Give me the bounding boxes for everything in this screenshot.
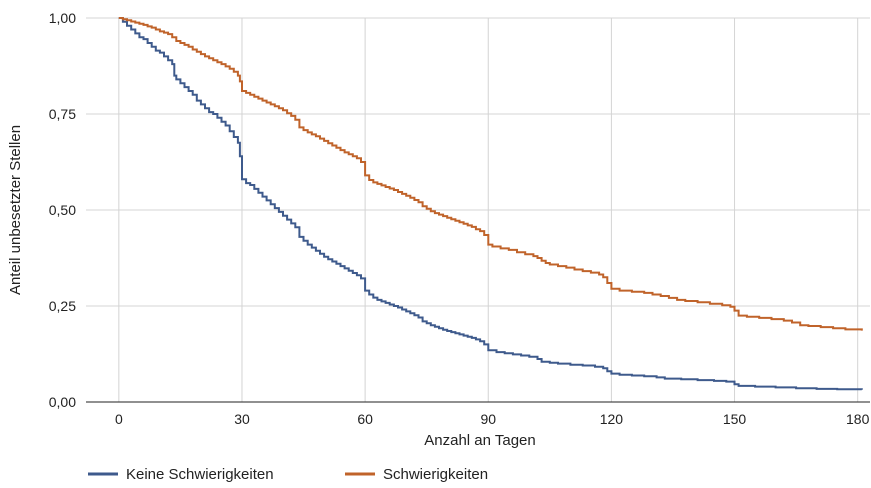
- grid-lines: [86, 17, 870, 402]
- y-tick-label: 1,00: [49, 10, 76, 26]
- series-lines: [118, 17, 863, 391]
- x-tick-label: 0: [115, 411, 123, 427]
- legend-label: Keine Schwierigkeiten: [126, 466, 274, 483]
- x-tick-label: 60: [357, 411, 373, 427]
- series-line-schwierigkeiten: [118, 17, 863, 331]
- x-tick-label: 90: [480, 411, 496, 427]
- legend: Keine Schwierigkeiten Schwierigkeiten: [88, 466, 488, 483]
- x-tick-label: 30: [234, 411, 250, 427]
- y-tick-label: 0,50: [49, 202, 76, 218]
- y-tick-label: 0,00: [49, 394, 76, 410]
- series-line-keine-schwierigkeiten: [118, 17, 863, 391]
- x-axis-title: Anzahl an Tagen: [424, 432, 535, 449]
- y-tick-label: 0,75: [49, 106, 76, 122]
- x-tick-label: 150: [723, 411, 747, 427]
- y-tick-label: 0,25: [49, 298, 76, 314]
- x-tick-label: 180: [846, 411, 870, 427]
- x-tick-label: 120: [600, 411, 624, 427]
- legend-label: Schwierigkeiten: [383, 466, 488, 483]
- y-axis-title: Anteil unbesetzter Stellen: [7, 125, 24, 295]
- tick-labels: 0,00 0,25 0,50 0,75 1,00 0 30 60 90 120 150 180: [49, 10, 870, 427]
